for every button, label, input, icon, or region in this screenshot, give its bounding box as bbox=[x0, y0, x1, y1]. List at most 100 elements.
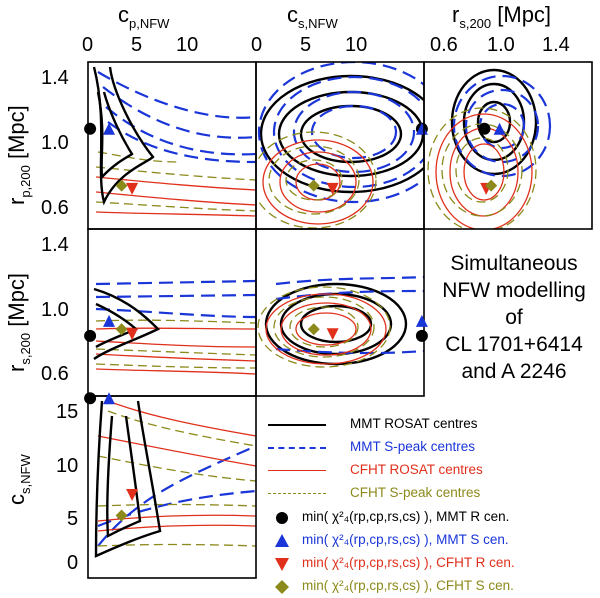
cfht-speak-contour bbox=[97, 503, 256, 507]
tick-label: 0.6 bbox=[41, 363, 69, 385]
panels bbox=[84, 61, 593, 579]
mmt-rosat-contour bbox=[93, 287, 161, 360]
mmt-speak-contour bbox=[95, 293, 256, 299]
cfht-rosat-contour bbox=[95, 327, 256, 330]
top-axis-title-cs: cs,NFW bbox=[287, 2, 338, 31]
cfht-speak-contour bbox=[273, 296, 375, 358]
contour-group bbox=[93, 279, 256, 375]
minimum-marker-circle bbox=[415, 329, 428, 342]
panel-rp-vs-cs bbox=[255, 61, 428, 230]
tick-label: 10 bbox=[56, 455, 78, 477]
minimum-marker-triangle-down bbox=[126, 488, 139, 501]
panel-frame bbox=[87, 395, 257, 579]
panel-rs-vs-cp bbox=[84, 228, 257, 397]
cfht-rosat-contour bbox=[262, 139, 374, 225]
contour-group bbox=[427, 68, 552, 229]
mmt-speak-contour bbox=[272, 75, 424, 189]
contour-group bbox=[94, 400, 256, 558]
cfht-speak-contour bbox=[268, 145, 360, 215]
top-axis-title-cp: cp,NFW bbox=[118, 2, 170, 31]
title-line: NFW modelling bbox=[442, 279, 586, 302]
cfht-speak-contour bbox=[95, 363, 256, 369]
minimum-marker-triangle-up bbox=[415, 122, 428, 135]
cfht-speak-contour bbox=[97, 543, 256, 547]
minimum-marker-circle bbox=[84, 392, 97, 405]
mmt-speak-contour bbox=[275, 347, 424, 355]
minimum-marker-triangle-down bbox=[126, 182, 139, 195]
title-line: Simultaneous bbox=[450, 252, 578, 275]
tick-label: 1.0 bbox=[41, 299, 69, 321]
legend-label: MMT S-peak centres bbox=[350, 439, 476, 454]
mmt-speak-contour bbox=[107, 121, 256, 164]
mmt-rosat-contour bbox=[106, 415, 142, 538]
mmt-speak-contour bbox=[292, 90, 416, 174]
left-ticks-rs: 1.4 1.0 0.6 bbox=[41, 234, 69, 385]
minimum-marker-diamond bbox=[115, 179, 128, 192]
cfht-rosat-contour bbox=[279, 151, 357, 213]
panel-rp-vs-cp bbox=[84, 61, 257, 230]
cfht-rosat-contour bbox=[265, 293, 387, 365]
cfht-speak-contour bbox=[455, 137, 509, 203]
panel-frame bbox=[423, 61, 593, 230]
title-line: and A 2246 bbox=[461, 360, 567, 383]
left-axis-title-cs: cs,NFW bbox=[4, 454, 33, 505]
minimum-marker-circle bbox=[84, 122, 97, 135]
tick-label: 0.6 bbox=[430, 34, 458, 56]
mmt-rosat-contour bbox=[96, 91, 134, 180]
left-axis-title-rp: rp,200 [Mpc] bbox=[4, 105, 33, 205]
mmt-rosat-contour bbox=[450, 68, 538, 176]
cfht-rosat-contour bbox=[435, 113, 533, 229]
minimum-marker-triangle-up bbox=[493, 122, 506, 135]
mmt-speak-contour bbox=[95, 279, 256, 286]
legend-line-swatch bbox=[268, 470, 326, 471]
cfht-speak-contour bbox=[427, 107, 537, 229]
contour-group bbox=[92, 66, 256, 217]
cfht-rosat-contour bbox=[95, 353, 256, 362]
mmt-rosat-contour bbox=[94, 400, 162, 558]
contour-group bbox=[257, 275, 424, 368]
minimum-marker-diamond bbox=[485, 179, 498, 192]
mmt-rosat-contour bbox=[299, 304, 373, 344]
triangle-down-marker-icon bbox=[275, 558, 289, 571]
minimum-marker-diamond bbox=[115, 509, 128, 522]
cfht-rosat-contour bbox=[295, 312, 357, 346]
tick-label: 1.4 bbox=[41, 67, 69, 89]
legend-line-swatch bbox=[268, 493, 326, 494]
top-ticks-rs: 0.6 1.0 1.4 bbox=[430, 34, 570, 56]
tick-label: 1.0 bbox=[41, 132, 69, 154]
cfht-rosat-contour bbox=[95, 211, 256, 217]
minimum-marker-triangle-down bbox=[326, 182, 339, 195]
mmt-speak-contour bbox=[275, 289, 424, 301]
top-ticks-cp: 0 5 10 bbox=[82, 34, 198, 56]
minimum-marker-circle bbox=[478, 122, 491, 135]
cfht-rosat-contour bbox=[107, 400, 256, 437]
minimum-marker-triangle-up bbox=[103, 392, 115, 405]
cfht-rosat-contour bbox=[463, 143, 505, 201]
panel-cs-vs-cp bbox=[84, 392, 257, 579]
panel-rs-vs-cs bbox=[255, 228, 428, 397]
mmt-speak-contour bbox=[464, 88, 540, 164]
tick-label: 5 bbox=[131, 34, 142, 56]
legend-label: min( χ²₄(rp,cp,rs,cs) ), MMT S cen. bbox=[302, 532, 509, 547]
minimum-marker-circle bbox=[84, 329, 97, 342]
diamond-marker-icon bbox=[275, 580, 289, 594]
cfht-rosat-contour bbox=[280, 302, 372, 356]
legend-label: CFHT ROSAT centres bbox=[350, 462, 483, 477]
minimum-marker-triangle-up bbox=[103, 122, 115, 135]
legend-label: min( χ²₄(rp,cp,rs,cs) ), MMT R cen. bbox=[302, 509, 510, 524]
minimum-marker-triangle-down bbox=[326, 328, 339, 341]
cfht-rosat-contour bbox=[95, 191, 256, 206]
minimum-marker-triangle-up bbox=[415, 314, 428, 327]
cfht-speak-contour bbox=[285, 159, 343, 201]
left-ticks-cs: 15 10 5 0 bbox=[56, 401, 78, 574]
minimum-marker-triangle-down bbox=[126, 328, 139, 341]
title-line: of bbox=[505, 306, 523, 329]
tick-label: 10 bbox=[176, 34, 198, 56]
triangle-up-marker-icon bbox=[275, 534, 289, 547]
mmt-speak-contour bbox=[97, 444, 256, 547]
minimum-marker-diamond bbox=[115, 323, 128, 336]
top-axis-title-rs: rs,200 [Mpc] bbox=[452, 2, 551, 31]
legend-label: MMT ROSAT centres bbox=[350, 416, 478, 431]
mmt-speak-contour bbox=[97, 71, 256, 119]
